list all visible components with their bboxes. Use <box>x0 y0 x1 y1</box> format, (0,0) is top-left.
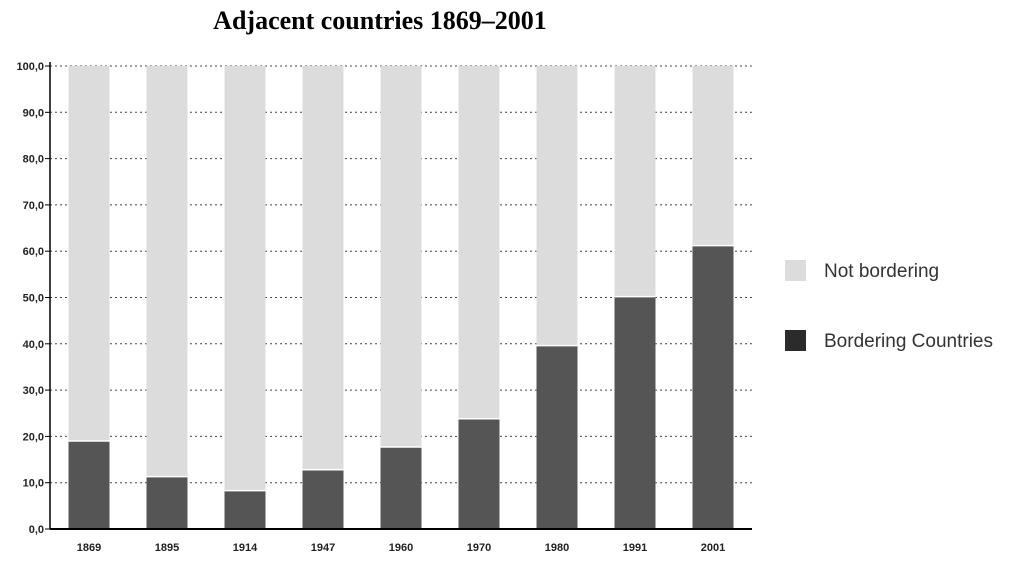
legend: Not bordering Bordering Countries <box>785 260 993 352</box>
bar-bordering <box>614 296 656 529</box>
y-tick-label: 30,0 <box>23 385 44 397</box>
legend-label: Not bordering <box>824 261 939 282</box>
bar-bordering <box>380 447 422 529</box>
y-tick-label: 100,0 <box>16 61 44 73</box>
bars <box>68 66 734 530</box>
bar-bordering <box>692 245 734 530</box>
y-tick-label: 60,0 <box>23 246 44 258</box>
bar-bordering <box>302 469 344 529</box>
x-tick-label: 1914 <box>233 542 258 554</box>
x-tick-label: 1960 <box>389 542 413 554</box>
bar-not-bordering <box>146 66 188 477</box>
bar-not-bordering <box>224 66 266 491</box>
legend-swatch <box>785 330 806 351</box>
x-tick-label: 2001 <box>701 542 725 554</box>
bar-not-bordering <box>380 66 422 448</box>
bar-bordering <box>224 490 266 529</box>
y-tick-label: 90,0 <box>23 107 44 119</box>
y-tick-label: 80,0 <box>23 154 44 166</box>
y-tick-label: 0,0 <box>29 524 44 536</box>
y-tick-label: 70,0 <box>23 200 44 212</box>
legend-swatch <box>785 260 806 281</box>
bar-not-bordering <box>68 66 110 442</box>
axes <box>45 62 752 530</box>
y-tick-label: 50,0 <box>23 293 44 305</box>
x-tick-label: 1970 <box>467 542 491 554</box>
bar-bordering <box>68 441 110 529</box>
bar-bordering <box>146 476 188 529</box>
bar-not-bordering <box>536 66 578 346</box>
chart-title: Adjacent countries 1869–2001 <box>213 6 547 35</box>
x-tick-labels: 1869 1895 1914 1947 1960 1970 1980 1991 2001 <box>77 542 725 554</box>
bar-bordering <box>536 345 578 529</box>
legend-label: Bordering Countries <box>824 331 993 352</box>
x-tick-label: 1895 <box>155 542 179 554</box>
x-tick-label: 1947 <box>311 542 335 554</box>
x-tick-label: 1869 <box>77 542 101 554</box>
bar-not-bordering <box>692 66 734 246</box>
x-tick-label: 1991 <box>623 542 647 554</box>
bar-not-bordering <box>302 66 344 470</box>
bar-bordering <box>458 418 500 529</box>
bar-not-bordering <box>458 66 500 419</box>
y-tick-label: 10,0 <box>23 478 44 490</box>
bar-not-bordering <box>614 66 656 297</box>
x-tick-label: 1980 <box>545 542 569 554</box>
y-tick-label: 20,0 <box>23 431 44 443</box>
y-tick-label: 40,0 <box>23 339 44 351</box>
y-tick-labels: 0,0 10,0 20,0 30,0 40,0 50,0 60,0 70,0 80,0 90,0 1… <box>16 61 44 536</box>
